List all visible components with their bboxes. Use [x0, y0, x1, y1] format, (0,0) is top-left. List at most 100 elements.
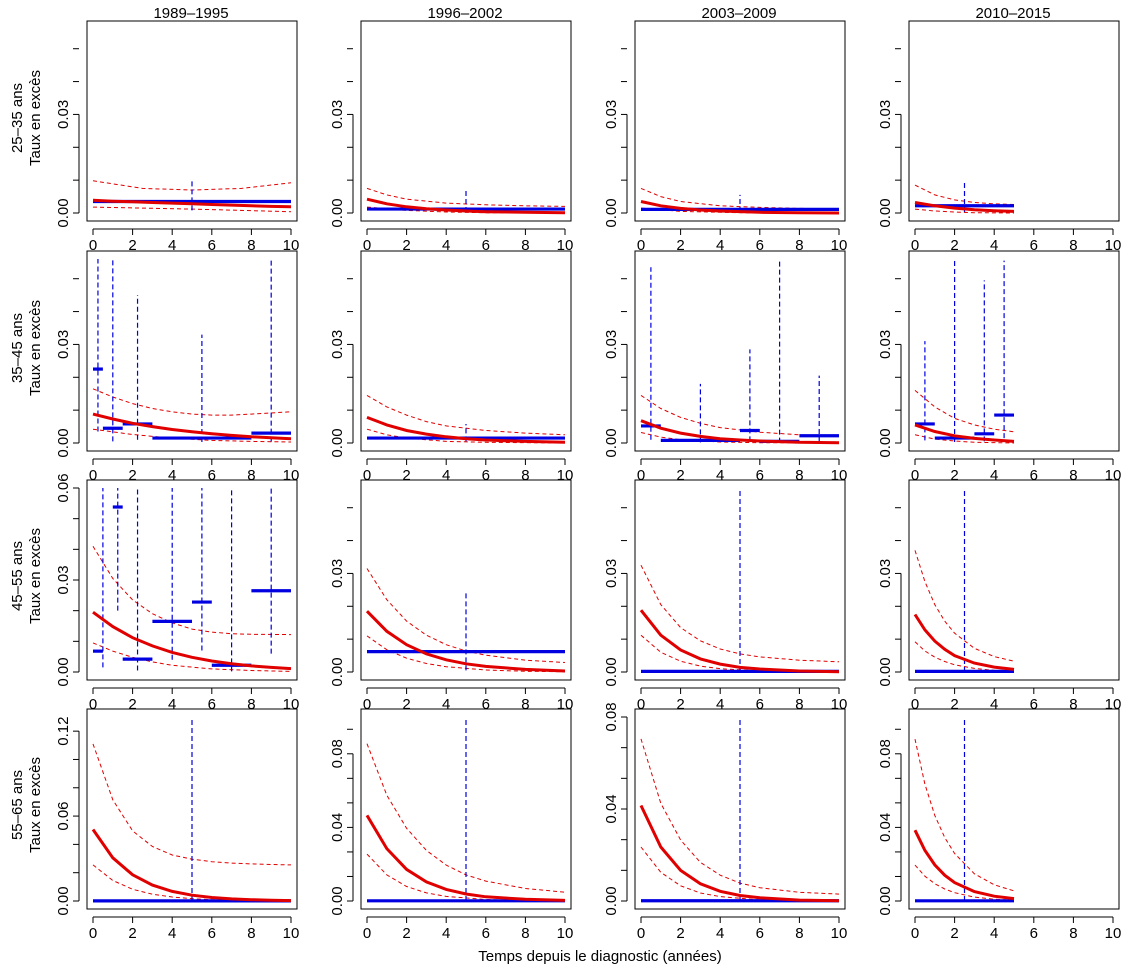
col-title-0: 1989–1995 [153, 5, 228, 22]
panel-0-0-y-tick-label-0: 0.00 [55, 198, 72, 227]
panel-2-2-ci-upper-line [640, 564, 840, 663]
panel-1-2-fitted-rate-line [640, 419, 840, 445]
panel-2-2-fitted-rate-line [639, 609, 840, 674]
panel-0-2-x-tick-label-3: 6 [756, 237, 764, 254]
panel-3-0-frame [86, 708, 298, 910]
row-label-1-line1: 35–45 ans [9, 313, 26, 383]
panel-2-3-y-tick-label-0: 0.00 [877, 657, 894, 686]
panel-0-2-y-tick-label-0: 0.00 [603, 198, 620, 227]
panel-3-2-ci-upper-line [640, 738, 840, 895]
panel-2-1: 0 2 4 6 8 100.000.03 [329, 479, 573, 713]
panel-0-0-plot-area [92, 180, 292, 213]
panel-3-2-x-tick-label-1: 2 [676, 925, 684, 942]
panel-2-3: 0 2 4 6 8 100.000.03 [877, 479, 1121, 713]
panel-3-1-x-tick-label-0: 0 [363, 925, 371, 942]
panel-0-3: 0 2 4 6 8 10 0.00 0.03 [877, 20, 1121, 254]
panel-1-1-x-tick-label-1: 2 [402, 467, 410, 484]
panel-3-0-plot-area [91, 717, 292, 903]
panel-3-1-y-tick-label-1: 0.04 [329, 813, 346, 842]
panel-2-0-y-tick-label-2: 0.06 [55, 473, 72, 502]
col-title-2: 2003–2009 [701, 5, 776, 22]
panel-1-1-plot-area [366, 394, 566, 444]
panel-1-3-plot-area [914, 259, 1015, 444]
panel-0-0-x-tick-label-0: 0 [89, 237, 97, 254]
panel-1-3-y-tick-label-1: 0.03 [877, 330, 894, 359]
panel-0-1-x-tick-label-2: 4 [442, 237, 450, 254]
panel-1-0-plot-area [92, 259, 292, 443]
panel-1-2-x-tick-label-1: 2 [676, 467, 684, 484]
panel-2-1-ci-upper-line [366, 568, 566, 663]
panel-0-2-y-tick-label-1: 0.03 [603, 100, 620, 129]
panel-0-1-x-tick-label-5: 10 [557, 237, 574, 254]
panel-3-3-y-tick-label-2: 0.08 [877, 739, 894, 768]
panel-2-1-x-tick-label-1: 2 [402, 696, 410, 713]
row-label-3-line1: 55–65 ans [9, 770, 26, 840]
panel-0-0-x-tick-label-4: 8 [247, 237, 255, 254]
panel-0-3-ci-lower-line [914, 208, 1015, 214]
panel-1-1-fitted-rate-line [366, 415, 566, 444]
panel-1-0-x-tick-label-2: 4 [168, 467, 176, 484]
panel-0-3-frame [908, 20, 1120, 222]
panel-0-2-x-tick-label-5: 10 [831, 237, 848, 254]
panel-0-2-ci-upper-line [640, 187, 840, 210]
panel-0-1-x-tick-label-3: 6 [482, 237, 490, 254]
panel-3-2-frame [634, 708, 846, 910]
panel-2-0-x-tick-label-0: 0 [89, 696, 97, 713]
panel-0-2-frame [634, 20, 846, 222]
panel-1-3-frame [908, 250, 1120, 452]
panel-3-0-x-tick-label-4: 8 [247, 925, 255, 942]
panel-3-1-x-tick-label-3: 6 [482, 925, 490, 942]
panel-1-3-x-tick-label-4: 8 [1069, 467, 1077, 484]
panel-2-0-ci-upper-line [92, 546, 292, 636]
panel-1-1-x-tick-label-0: 0 [363, 467, 371, 484]
panel-1-3-x-tick-label-1: 2 [950, 467, 958, 484]
panel-1-3: 0 2 4 6 8 100.000.03 [877, 250, 1121, 484]
panel-3-0: 0 2 4 6 8 10 0.00 0.06 0.12 [55, 708, 299, 942]
panel-1-3-x-tick-label-3: 6 [1030, 467, 1038, 484]
panel-1-2-x-tick-label-2: 4 [716, 467, 724, 484]
panel-3-1-frame [360, 708, 572, 910]
panel-3-1-fitted-rate-line [365, 814, 566, 902]
panel-2-0-fitted-rate-line [92, 610, 292, 671]
panel-2-0-x-tick-label-2: 4 [168, 696, 176, 713]
panel-1-3-fitted-rate-line [914, 423, 1015, 443]
panel-3-2-fitted-rate-line [639, 804, 840, 903]
panel-3-2-x-tick-label-2: 4 [716, 925, 724, 942]
panel-1-1-y-tick-label-1: 0.03 [329, 330, 346, 359]
panel-0-1-x-tick-label-0: 0 [363, 237, 371, 254]
panel-2-2-x-tick-label-3: 6 [756, 696, 764, 713]
col-title-3: 2010–2015 [975, 5, 1050, 22]
panel-2-1-x-tick-label-0: 0 [363, 696, 371, 713]
panel-3-3-x-tick-label-2: 4 [990, 925, 998, 942]
panel-2-2-plot-area [639, 488, 840, 674]
panel-3-0-x-tick-label-3: 6 [208, 925, 216, 942]
panel-3-0-x-tick-label-1: 2 [128, 925, 136, 942]
panel-2-0-ci-lower-line [92, 642, 292, 672]
panel-3-2-y-tick-label-0: 0.00 [603, 886, 620, 915]
panel-2-1-x-tick-label-4: 8 [521, 696, 529, 713]
panel-2-0: 0 2 4 6 8 100.000.030.06 [55, 473, 299, 713]
panel-3-1-x-tick-label-5: 10 [557, 925, 574, 942]
panel-1-2-plot-area [640, 259, 840, 445]
panel-3-0-y-tick-label-0: 0.00 [55, 886, 72, 915]
row-label-0-line2: Taux en excès [27, 70, 44, 166]
panel-3-3-y-tick-label-0: 0.00 [877, 886, 894, 915]
panel-1-3-x-tick-label-0: 0 [911, 467, 919, 484]
panel-0-3-fitted-rate-line [914, 201, 1015, 213]
panel-0-0-x-tick-label-5: 10 [283, 237, 300, 254]
panel-3-3: 0 2 4 6 8 10 0.00 0.04 0.08 [877, 708, 1121, 942]
panel-3-1-ci-upper-line [366, 743, 566, 893]
panel-0-2-x-tick-label-2: 4 [716, 237, 724, 254]
panel-1-0-x-tick-label-1: 2 [128, 467, 136, 484]
panel-3-0-x-tick-label-0: 0 [89, 925, 97, 942]
panel-2-0-y-tick-label-1: 0.03 [55, 565, 72, 594]
panel-3-3-x-tick-label-0: 0 [911, 925, 919, 942]
panel-1-2-ci-lower-line [640, 432, 840, 444]
panel-3-1-y-tick-label-0: 0.00 [329, 886, 346, 915]
panel-1-2-x-tick-label-4: 8 [795, 467, 803, 484]
panel-3-3-x-tick-label-1: 2 [950, 925, 958, 942]
panel-3-1: 0 2 4 6 8 10 0.00 0.04 0.08 [329, 708, 574, 942]
panel-1-0-x-tick-label-3: 6 [208, 467, 216, 484]
row-label-3-line2: Taux en excès [27, 757, 44, 853]
